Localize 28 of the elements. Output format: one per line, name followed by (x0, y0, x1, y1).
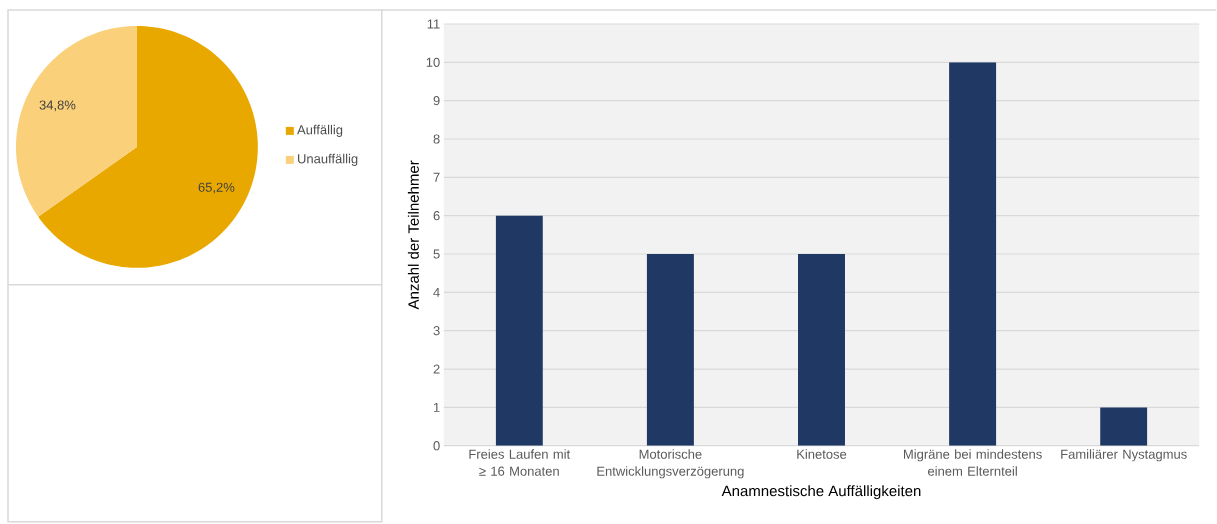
y-tick-label: 9 (433, 96, 440, 106)
x-tick-label: Freies Laufen mit ≥ 16 Monaten (469, 449, 571, 476)
y-tick-label: 4 (433, 288, 440, 297)
x-tick-label: Migräne bei mindestens einem Elternteil (903, 449, 1042, 476)
y-axis-title: Anzahl der Teilnehmer (407, 160, 419, 310)
y-tick-label: 1 (433, 403, 440, 413)
x-tick-label: Kinetose (797, 449, 847, 459)
data-label: 34,8% (39, 100, 76, 112)
x-tick-label: Familiärer Nystagmus (1061, 449, 1187, 462)
x-tick-label: Motorische Entwicklungsverzögerung (597, 449, 744, 479)
x-axis-title: Anamnestische Auffälligkeiten (721, 485, 921, 500)
y-tick-label: 7 (433, 173, 440, 182)
y-tick-label: 5 (433, 249, 440, 259)
y-tick-label: 8 (433, 134, 440, 144)
y-tick-label: 3 (433, 326, 440, 336)
legend-label: Unauffällig (298, 153, 358, 167)
bar (1100, 407, 1148, 446)
y-tick-label: 2 (433, 364, 440, 374)
y-tick-label: 0 (433, 441, 440, 451)
legend-label: Auffällig (297, 125, 343, 138)
bar (646, 254, 694, 446)
y-tick-label: 6 (433, 211, 440, 221)
bar (495, 215, 543, 446)
bar (798, 254, 845, 446)
bar (949, 62, 997, 446)
y-tick-label: 10 (426, 57, 440, 68)
data-label: 65,2% (198, 182, 235, 194)
y-tick-label: 11 (427, 19, 440, 29)
